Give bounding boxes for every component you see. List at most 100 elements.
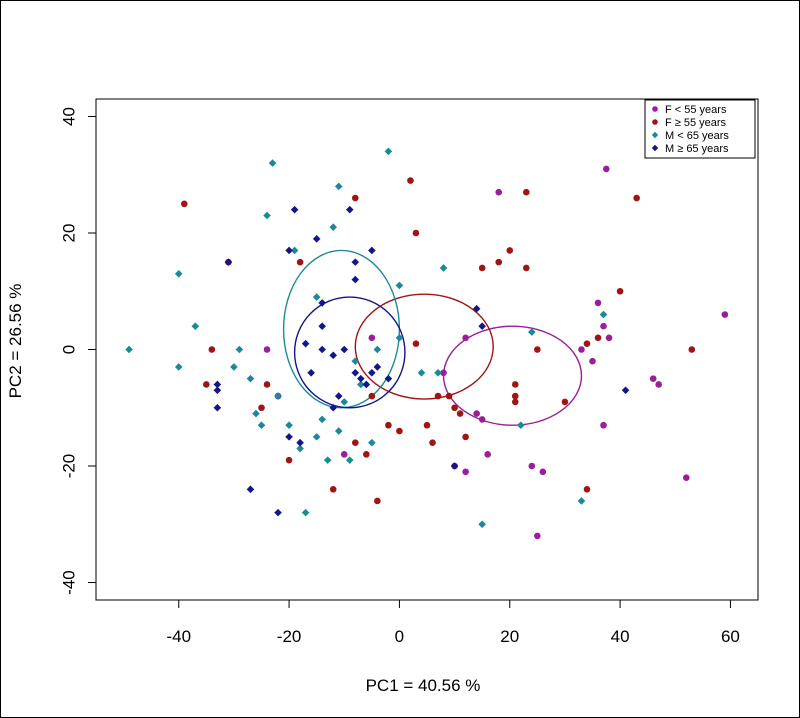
data-point: [478, 416, 486, 423]
legend-label: M < 65 years: [665, 130, 729, 142]
data-point: [351, 275, 360, 284]
data-point: [357, 380, 365, 389]
data-point: [312, 293, 321, 301]
y-tick-label: -40: [59, 570, 78, 595]
data-point: [263, 211, 271, 220]
data-point: [329, 223, 338, 231]
data-point: [423, 421, 431, 429]
data-point: [523, 188, 530, 196]
x-axis-title: PC1 = 40.56 %: [366, 676, 481, 695]
data-point: [472, 304, 481, 313]
data-point: [180, 200, 188, 208]
data-point: [362, 380, 371, 389]
data-point: [290, 205, 299, 214]
data-point: [363, 451, 370, 458]
ellipse-f-55-years: [442, 325, 583, 426]
data-points: [125, 147, 729, 540]
data-point: [456, 410, 464, 417]
y-axis: -40 -20 0 20 40: [59, 107, 96, 595]
data-point: [600, 421, 607, 429]
data-point: [258, 404, 265, 412]
data-point: [345, 205, 354, 214]
data-point: [373, 363, 382, 371]
data-point: [285, 421, 293, 430]
data-point: [407, 177, 414, 184]
data-point: [285, 456, 293, 464]
data-point: [412, 340, 420, 347]
x-tick-label: 0: [395, 627, 404, 646]
data-point: [373, 345, 382, 354]
data-point: [495, 258, 503, 266]
legend-label: F < 55 years: [665, 104, 727, 116]
legend-marker: [651, 144, 659, 152]
data-point: [528, 328, 536, 336]
data-point: [682, 474, 690, 481]
data-point: [368, 334, 376, 342]
data-point: [539, 468, 547, 476]
legend-marker: [652, 119, 658, 125]
data-point: [649, 375, 657, 382]
data-point: [357, 374, 365, 383]
data-point: [224, 258, 233, 266]
data-point: [385, 421, 392, 429]
data-point: [246, 374, 255, 383]
x-tick-label: -40: [166, 627, 191, 646]
data-point: [351, 357, 360, 365]
data-point: [721, 311, 729, 318]
plot-frame: [95, 98, 759, 601]
data-point: [605, 334, 613, 342]
data-point: [655, 381, 662, 388]
data-point: [246, 485, 255, 494]
data-point: [516, 421, 525, 430]
data-point: [274, 508, 282, 517]
data-point: [323, 456, 332, 464]
data-point: [318, 299, 326, 307]
data-point: [534, 346, 541, 353]
data-point: [235, 345, 244, 354]
data-point: [523, 264, 530, 272]
data-point: [318, 322, 326, 330]
data-point: [263, 346, 271, 353]
data-point: [633, 194, 640, 202]
data-point: [589, 357, 596, 365]
data-point: [511, 392, 519, 400]
legend-marker: [651, 131, 659, 139]
data-point: [213, 386, 222, 395]
data-point: [478, 322, 486, 330]
data-point: [213, 380, 222, 389]
data-point: [351, 439, 359, 447]
confidence-ellipses: [282, 249, 583, 426]
data-point: [395, 334, 404, 342]
ellipse-f-55-years: [354, 293, 494, 400]
legend-box: [644, 99, 756, 159]
data-point: [600, 322, 607, 330]
data-point: [439, 264, 448, 272]
y-tick-label: 40: [59, 107, 78, 126]
data-point: [578, 346, 585, 353]
data-point: [174, 269, 183, 278]
data-point: [450, 462, 459, 470]
data-point: [594, 334, 602, 342]
data-point: [583, 486, 591, 493]
data-point: [351, 194, 359, 202]
data-point: [412, 229, 420, 237]
data-point: [208, 346, 216, 353]
data-point: [263, 381, 271, 388]
x-tick-label: 20: [500, 627, 519, 646]
data-point: [203, 381, 210, 388]
data-point: [174, 363, 183, 371]
data-point: [577, 497, 586, 505]
data-point: [257, 421, 266, 430]
legend-label: F ≥ 55 years: [665, 117, 727, 129]
data-point: [285, 433, 293, 441]
data-point: [296, 438, 304, 447]
data-point: [301, 339, 310, 348]
data-point: [583, 340, 591, 347]
data-point: [473, 410, 480, 417]
data-point: [340, 345, 349, 354]
data-point: [602, 165, 610, 173]
data-point: [318, 345, 326, 354]
data-point: [384, 374, 393, 383]
data-point: [384, 147, 393, 156]
